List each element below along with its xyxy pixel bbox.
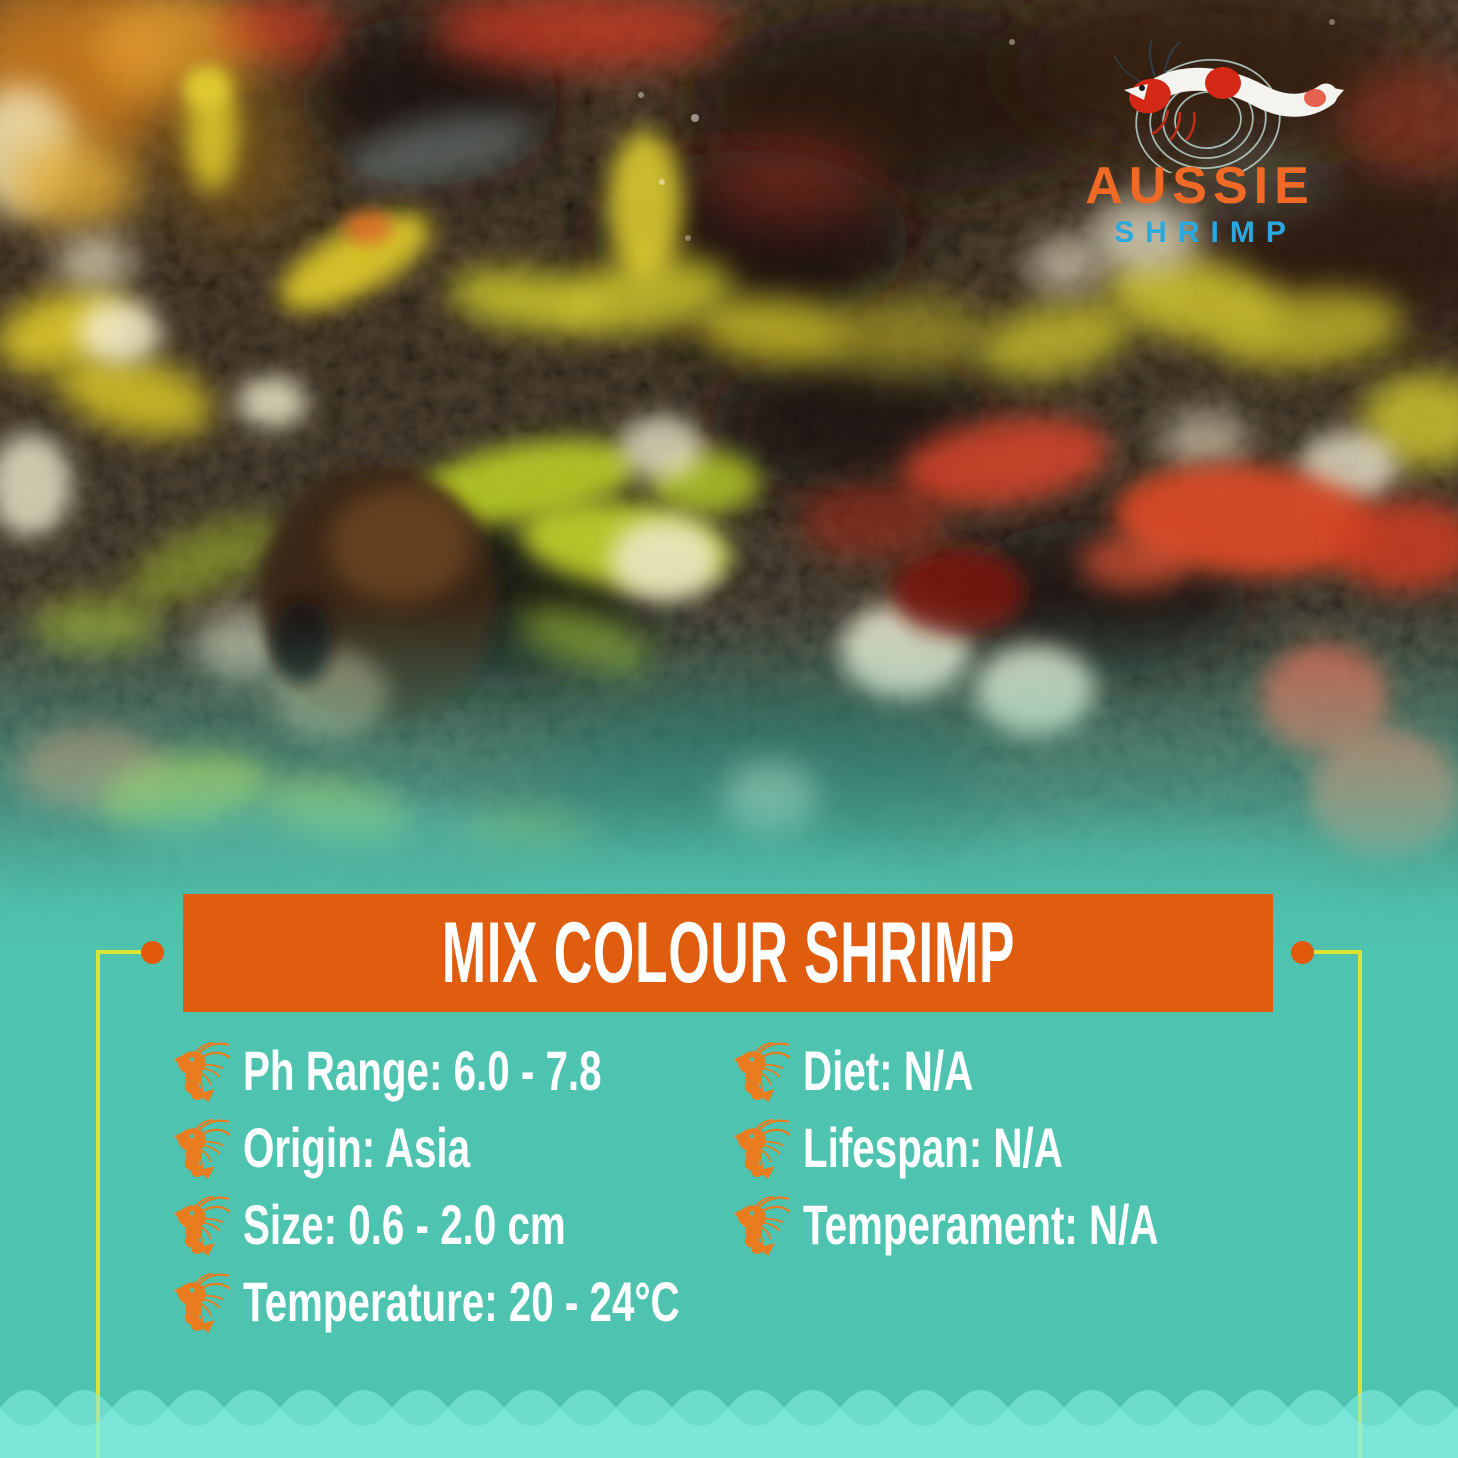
spec-row-origin: Origin: Asia [172,1109,849,1186]
aquarium-photo-art [0,0,1458,970]
frame-line-left-vertical [96,950,100,1458]
shrimp-icon [732,1039,790,1103]
shrimp-icon [732,1116,790,1180]
spec-row-ph-range: Ph Range: 6.0 - 7.8 [172,1032,849,1109]
spec-text: Size: 0.6 - 2.0 cm [243,1193,566,1256]
spec-text: Origin: Asia [243,1116,471,1179]
spec-row-temperament: Temperament: N/A [732,1186,1297,1263]
frame-dot-left [141,941,164,964]
frame-line-right-vertical [1358,950,1362,1458]
brand-name-primary: AUSSIE [1085,157,1315,215]
aquarium-photo: AUSSIE SHRIMP [0,0,1458,970]
spec-text: Temperament: N/A [803,1193,1159,1256]
frame-dot-right [1291,941,1314,964]
spec-row-lifespan: Lifespan: N/A [732,1109,1297,1186]
brand-name-secondary: SHRIMP [1114,216,1297,249]
shrimp-icon [172,1039,230,1103]
wave-decoration [0,1390,1458,1458]
frame-line-right-horizontal [1312,950,1362,954]
shrimp-icon [732,1193,790,1257]
shrimp-icon [172,1116,230,1180]
title-banner: MIX COLOUR SHRIMP [183,894,1273,1012]
shrimp-icon [172,1193,230,1257]
spec-list-left: Ph Range: 6.0 - 7.8 Origin: Asia Size: 0… [172,1032,849,1340]
brand-logo: AUSSIE SHRIMP [1020,30,1380,270]
spec-list-right: Diet: N/A Lifespan: N/A Temperament: N/A [732,1032,1297,1263]
spec-text: Temperature: 20 - 24°C [243,1270,680,1333]
crystal-red-shrimp-logo-icon [1113,39,1344,173]
spec-text: Ph Range: 6.0 - 7.8 [243,1039,602,1102]
spec-text: Lifespan: N/A [803,1116,1063,1179]
page-title: MIX COLOUR SHRIMP [441,904,1015,1001]
spec-row-temperature: Temperature: 20 - 24°C [172,1263,849,1340]
spec-text: Diet: N/A [803,1039,974,1102]
shrimp-icon [172,1270,230,1334]
frame-line-left-horizontal [96,950,146,954]
spec-row-diet: Diet: N/A [732,1032,1297,1109]
spec-row-size: Size: 0.6 - 2.0 cm [172,1186,849,1263]
